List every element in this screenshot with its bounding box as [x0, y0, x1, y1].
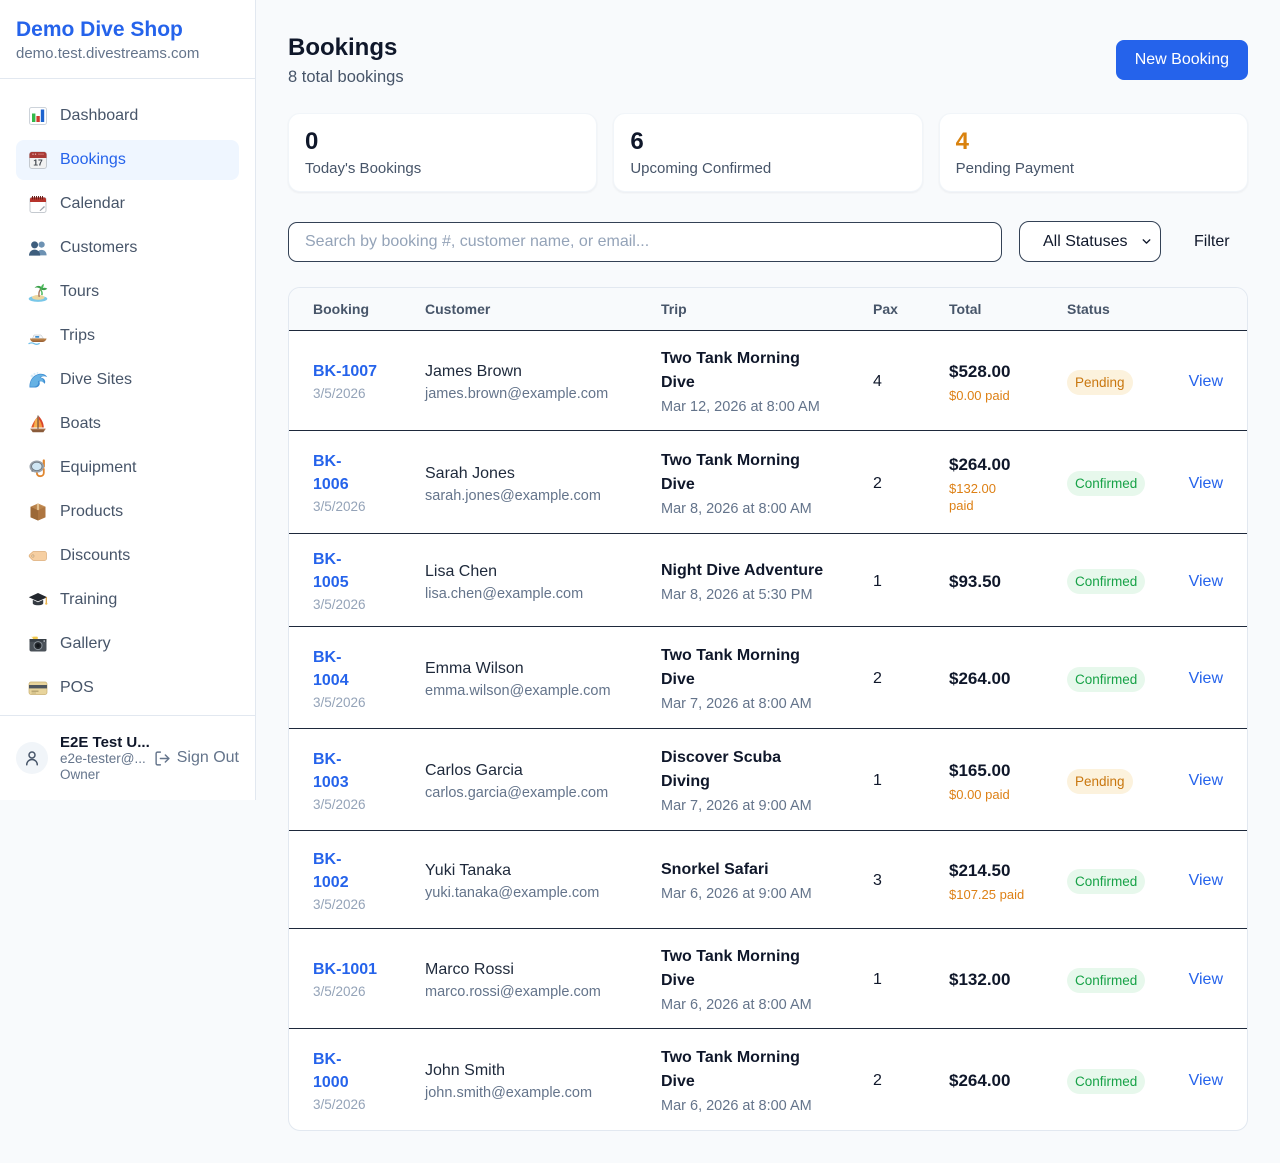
svg-text:17: 17 — [33, 158, 43, 168]
